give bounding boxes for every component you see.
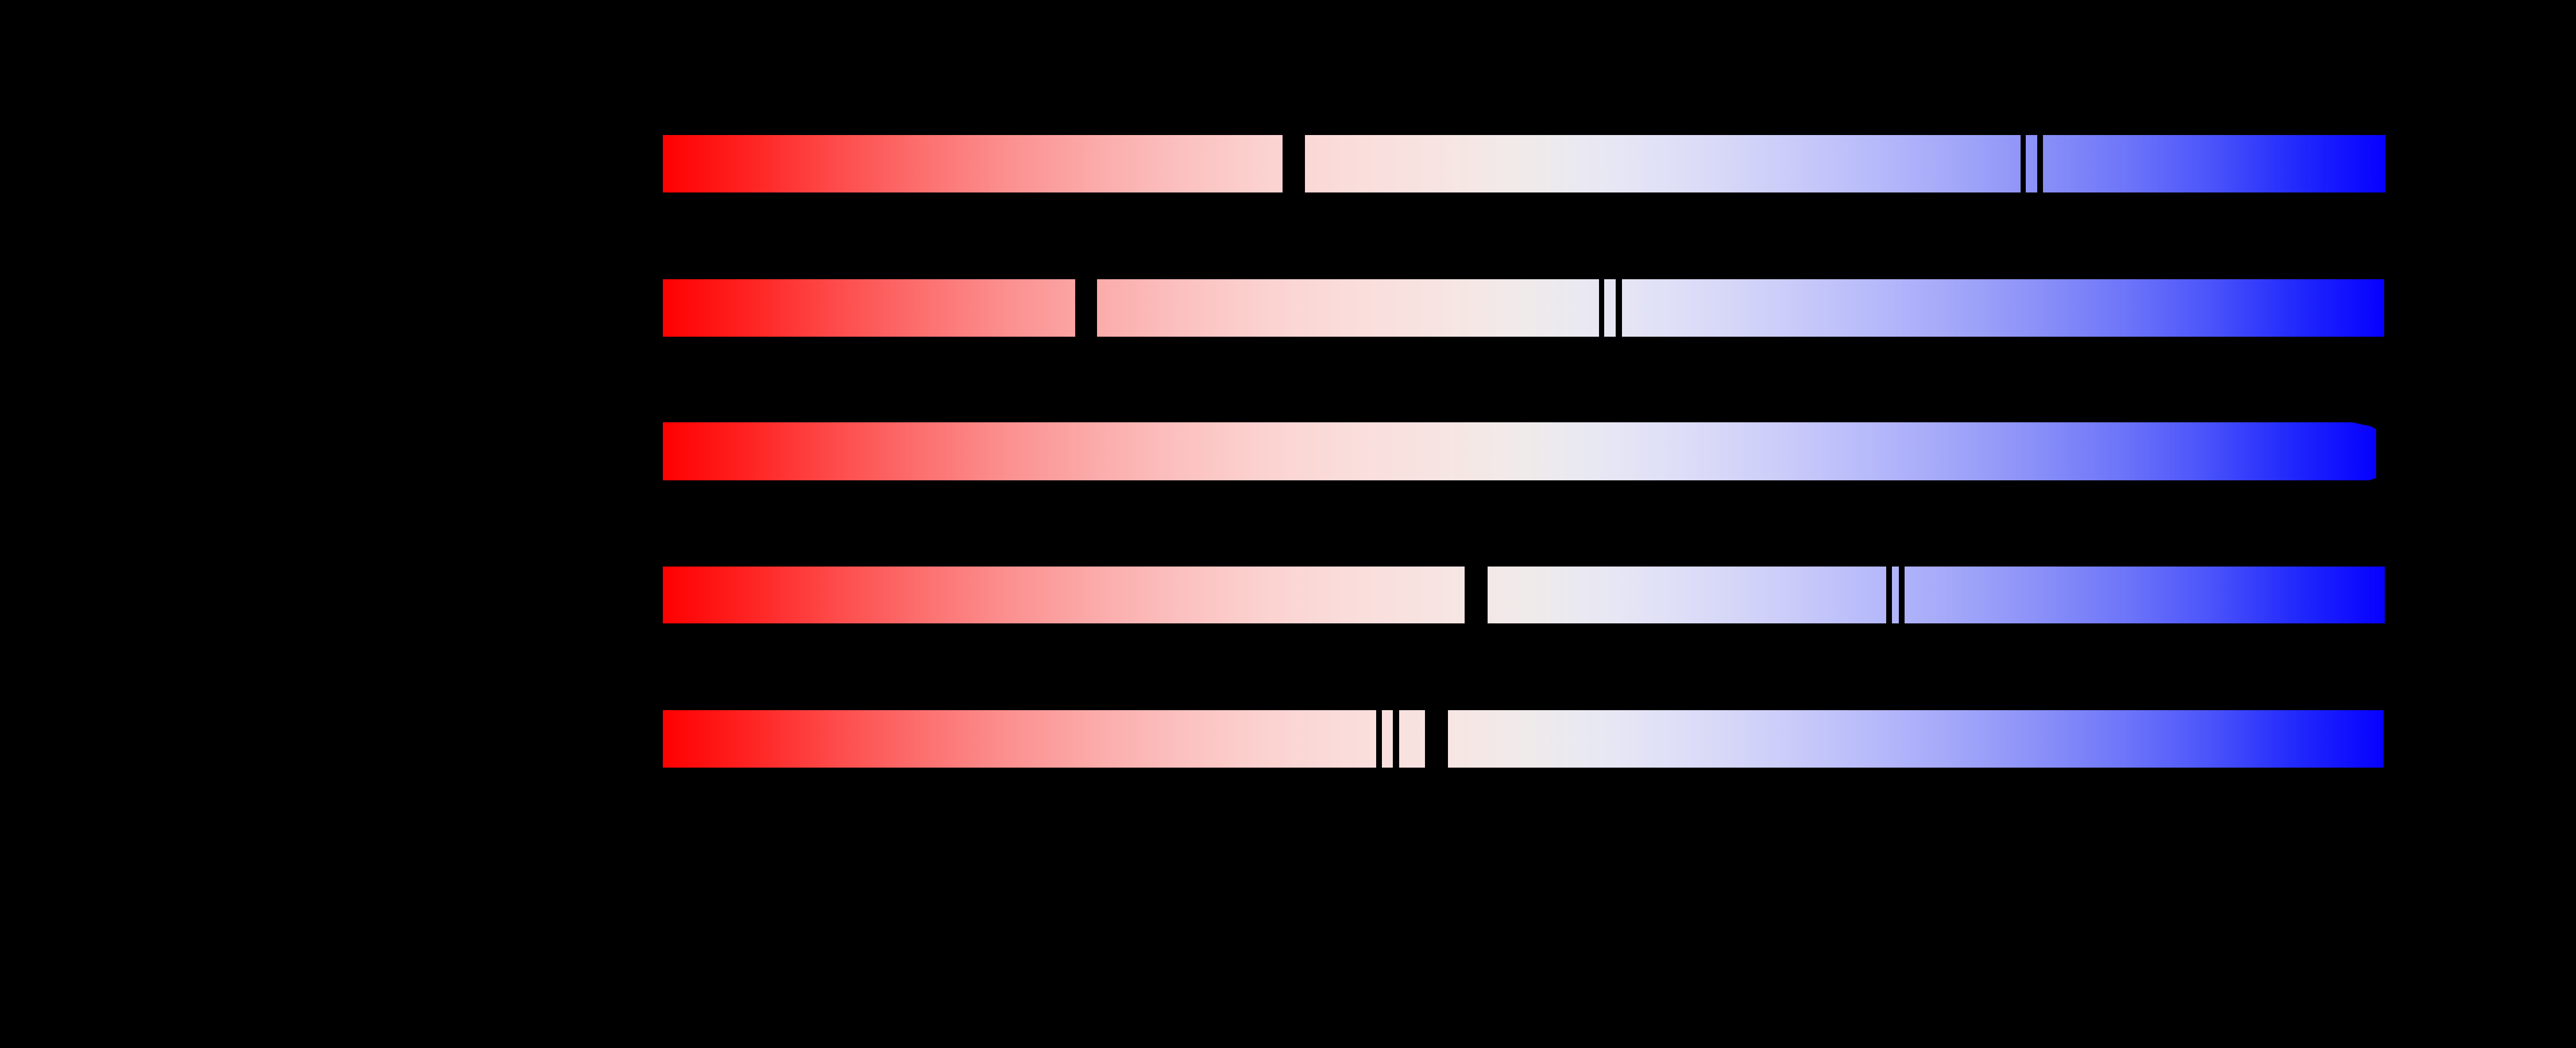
marker-line xyxy=(1393,710,1399,768)
marker-gap xyxy=(1465,567,1488,623)
marker-line xyxy=(1376,710,1382,768)
gradient-bar-4 xyxy=(663,567,2385,623)
marker-line xyxy=(2037,135,2043,192)
marker-gap xyxy=(1075,279,1097,337)
marker-line xyxy=(1599,279,1604,337)
marker-gap xyxy=(1425,710,1448,768)
marker-line xyxy=(1616,279,1622,337)
marker-gap xyxy=(1283,135,1305,192)
gradient-bar-3 xyxy=(663,422,2376,480)
gradient-bar-1 xyxy=(663,135,2385,192)
gradient-bar-5 xyxy=(663,710,2384,768)
marker-line xyxy=(1899,567,1905,623)
marker-line xyxy=(1886,567,1892,623)
marker-line xyxy=(2021,135,2026,192)
gradient-bar-2 xyxy=(663,279,2384,337)
